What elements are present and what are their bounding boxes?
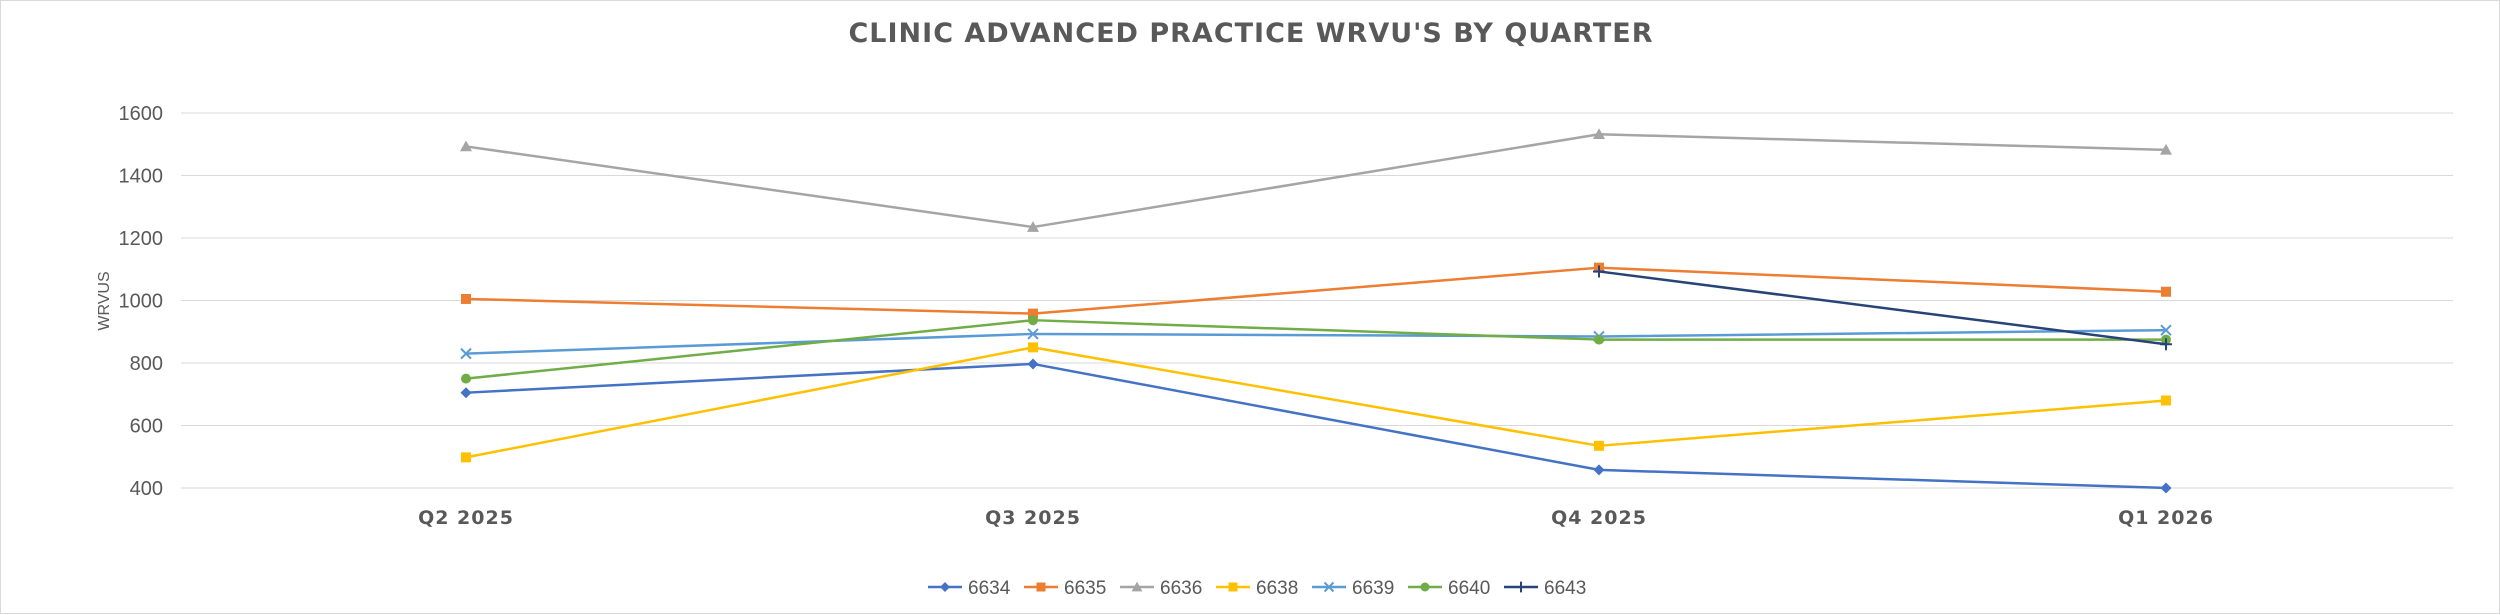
series-6636 bbox=[460, 128, 2172, 232]
series-6640 bbox=[461, 315, 2171, 384]
x-tick-label: Q3 2025 bbox=[985, 507, 1081, 529]
y-tick-label: 1400 bbox=[119, 166, 164, 188]
legend-label: 6634 bbox=[968, 578, 1011, 599]
series-line bbox=[465, 133, 2167, 229]
series-6639 bbox=[460, 324, 2172, 360]
data-point-marker bbox=[1028, 315, 1038, 326]
legend-item: 6635 bbox=[1024, 578, 1106, 599]
data-point-marker bbox=[460, 387, 472, 399]
legend-item: 6639 bbox=[1312, 578, 1394, 599]
legend-item: 6640 bbox=[1408, 578, 1490, 599]
data-point-marker bbox=[2160, 143, 2172, 155]
data-point-marker bbox=[461, 293, 471, 304]
x-tick-label: Q1 2026 bbox=[2118, 507, 2214, 529]
data-point-marker bbox=[1131, 581, 1143, 592]
data-point-marker bbox=[940, 582, 950, 592]
data-point-marker bbox=[2161, 286, 2171, 297]
series-line bbox=[1598, 270, 2167, 346]
series-line bbox=[465, 318, 2166, 380]
series-line bbox=[465, 266, 2167, 315]
y-tick-label: 1200 bbox=[119, 228, 164, 250]
y-tick-label: 1000 bbox=[119, 291, 164, 313]
data-point-marker bbox=[2160, 324, 2172, 336]
series-6635 bbox=[461, 262, 2171, 319]
data-point-marker bbox=[2160, 338, 2172, 351]
legend-label: 6636 bbox=[1160, 578, 1202, 599]
chart-title: CLINIC ADVANCED PRACTICE WRVU'S BY QUART… bbox=[848, 18, 1653, 49]
legend-item: 6643 bbox=[1504, 578, 1586, 599]
data-point-marker bbox=[1036, 582, 1046, 592]
y-tick-label: 800 bbox=[130, 353, 163, 375]
data-point-marker bbox=[1027, 221, 1039, 232]
legend-label: 6640 bbox=[1448, 578, 1490, 599]
x-axis-ticks: Q2 2025 Q3 2025 Q4 2025 Q1 2026 bbox=[418, 507, 2214, 529]
data-point-marker bbox=[461, 452, 471, 463]
legend-label: 6643 bbox=[1544, 578, 1586, 599]
y-tick-label: 1600 bbox=[119, 103, 164, 125]
data-point-marker bbox=[461, 373, 471, 384]
data-point-marker bbox=[460, 140, 472, 152]
legend-label: 6635 bbox=[1064, 578, 1106, 599]
data-point-marker bbox=[1593, 464, 1605, 476]
legend-item: 6636 bbox=[1120, 578, 1202, 599]
x-tick-label: Q4 2025 bbox=[1551, 507, 1647, 529]
data-point-marker bbox=[460, 347, 472, 360]
data-point-marker bbox=[1228, 582, 1238, 592]
series-6634 bbox=[460, 358, 2172, 494]
data-point-marker bbox=[1594, 334, 1604, 345]
legend-label: 6639 bbox=[1352, 578, 1394, 599]
y-tick-label: 600 bbox=[130, 416, 163, 438]
series-6638 bbox=[461, 342, 2171, 463]
data-point-marker bbox=[1027, 328, 1039, 340]
data-point-marker bbox=[1028, 308, 1038, 319]
data-point-marker bbox=[1593, 128, 1605, 140]
data-point-marker bbox=[2160, 482, 2172, 494]
legend-item: 6634 bbox=[928, 578, 1011, 599]
data-point-marker bbox=[1594, 440, 1604, 451]
data-point-marker bbox=[1515, 581, 1527, 593]
y-axis-ticks: 400 600 800 1000 1200 1400 1600 bbox=[119, 103, 164, 500]
data-point-marker bbox=[1028, 342, 1038, 353]
series-line bbox=[465, 346, 2167, 459]
data-point-marker bbox=[1420, 582, 1430, 592]
data-point-marker bbox=[1323, 581, 1335, 593]
series-line bbox=[465, 328, 2167, 355]
series-lines bbox=[460, 128, 2172, 494]
y-tick-label: 400 bbox=[130, 478, 163, 500]
legend-label: 6638 bbox=[1256, 578, 1298, 599]
legend: 6634 6635 6636 6638 6639 6640 6643 bbox=[928, 578, 1586, 599]
data-point-marker bbox=[1593, 265, 1605, 278]
legend-item: 6638 bbox=[1216, 578, 1298, 599]
data-point-marker bbox=[2161, 395, 2171, 406]
series-line bbox=[465, 362, 2167, 490]
series-6643 bbox=[1593, 265, 2172, 351]
y-axis-label: WRVUS bbox=[96, 271, 113, 330]
data-point-marker bbox=[1027, 358, 1039, 370]
x-tick-label: Q2 2025 bbox=[418, 507, 514, 529]
